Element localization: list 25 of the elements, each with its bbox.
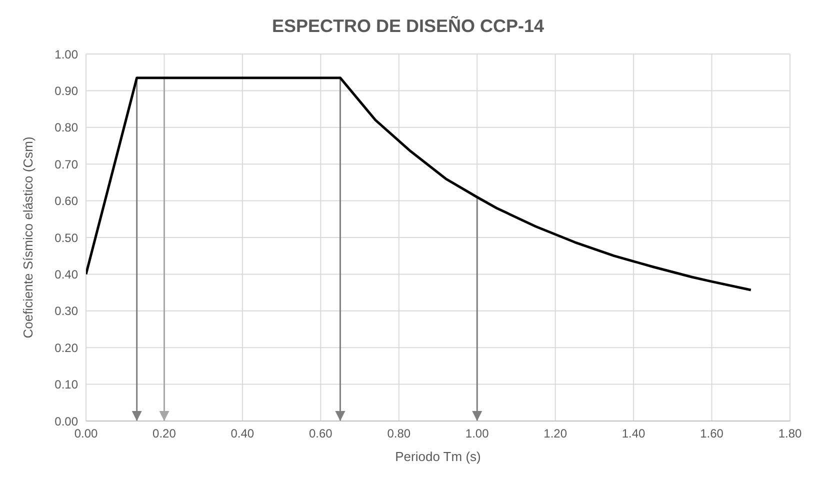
x-tick-label: 1.20 <box>544 426 568 441</box>
x-tick-label: 0.60 <box>308 426 333 441</box>
y-tick-label: 0.10 <box>54 378 78 392</box>
y-tick-label: 0.20 <box>54 340 78 355</box>
line-series <box>86 76 752 292</box>
y-tick-label: 0.70 <box>54 157 78 172</box>
y-tick-label: 0.60 <box>54 194 78 208</box>
y-tick-label: 0.00 <box>54 414 78 428</box>
x-tick-label: 0.20 <box>152 426 176 441</box>
y-tick-label: 0.80 <box>54 120 78 135</box>
y-tick-label: 0.50 <box>54 230 78 245</box>
y-tick-label: 0.40 <box>54 267 78 282</box>
y-axis-title: Coeficiente Sísmico elástico (Csm) <box>20 136 36 338</box>
x-axis-title: Periodo Tm (s) <box>395 449 481 464</box>
x-tick-label: 1.60 <box>700 426 724 441</box>
x-tick-label: 1.80 <box>778 426 802 441</box>
x-tick-label: 0.00 <box>74 426 98 441</box>
x-tick-label: 1.40 <box>622 426 646 441</box>
x-tick-label: 0.80 <box>387 426 411 441</box>
y-tick-label: 1.00 <box>54 47 78 62</box>
y-tick-label: 0.90 <box>54 84 78 98</box>
x-tick-label: 0.40 <box>230 426 254 441</box>
chart-title: ESPECTRO DE DISEÑO CCP-14 <box>270 16 546 38</box>
x-tick-label: 1.00 <box>465 426 490 441</box>
y-tick-label: 0.30 <box>54 304 78 318</box>
